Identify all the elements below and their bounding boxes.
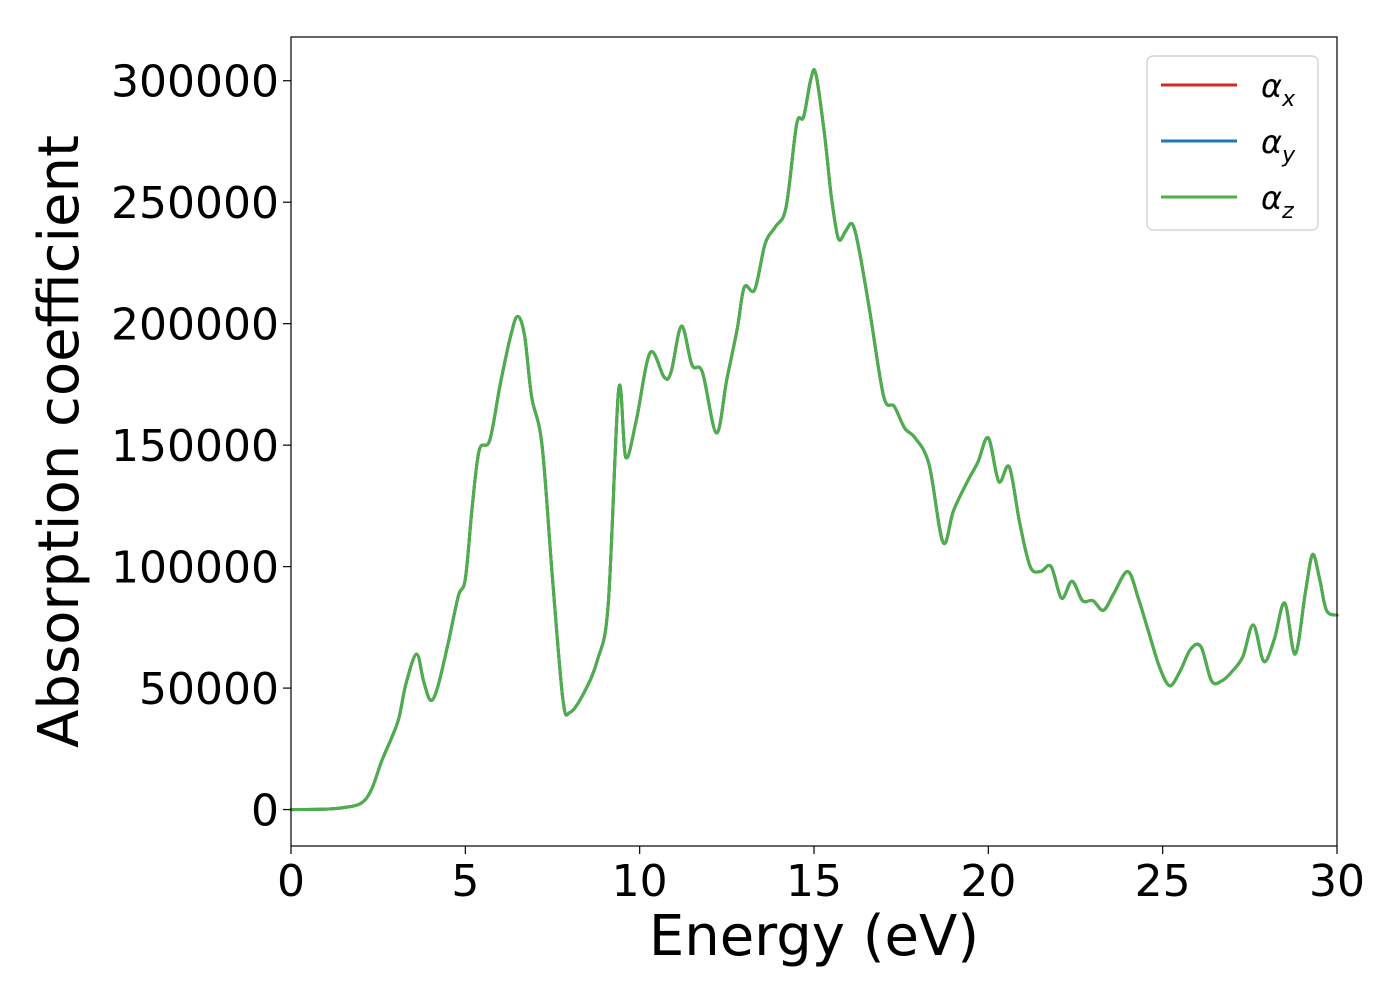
x-axis-ticks: 0 5 10 15 20 25 30	[277, 846, 1365, 907]
x-tick-label: 25	[1135, 856, 1191, 907]
series-layer	[289, 68, 1339, 812]
x-tick-label: 30	[1309, 856, 1365, 907]
x-axis-label: Energy (eV)	[649, 904, 979, 969]
y-tick-label: 100000	[111, 543, 279, 594]
legend-label: αz	[1261, 179, 1294, 224]
legend-label: αx	[1261, 67, 1296, 112]
legend-frame	[1146, 55, 1319, 231]
x-tick-label: 5	[451, 856, 479, 907]
x-tick-label: 0	[277, 856, 305, 907]
x-tick-label: 15	[786, 856, 842, 907]
y-tick-label: 0	[251, 786, 279, 837]
series-line-alpha-z	[289, 68, 1339, 812]
legend: αx αy αz	[1146, 55, 1319, 231]
y-tick-label: 200000	[111, 300, 279, 351]
y-axis-label: Absorption coefficient	[27, 135, 92, 748]
x-tick-label: 20	[960, 856, 1016, 907]
y-axis-ticks: 0 50000 100000 150000 200000 250000 300000	[111, 57, 291, 837]
legend-label: αy	[1261, 123, 1296, 168]
y-tick-label: 50000	[139, 664, 279, 715]
y-tick-label: 150000	[111, 421, 279, 472]
y-tick-label: 300000	[111, 57, 279, 108]
y-tick-label: 250000	[111, 178, 279, 229]
x-tick-label: 10	[612, 856, 668, 907]
